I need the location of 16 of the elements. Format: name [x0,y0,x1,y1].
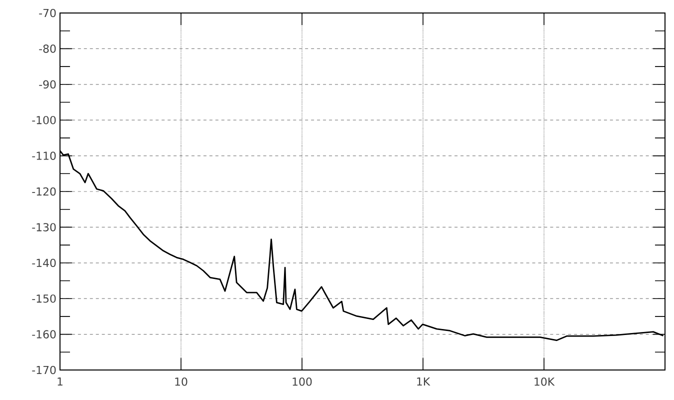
y-tick-label: -120 [32,187,56,196]
y-tick-label: -130 [32,223,56,232]
y-tick-label: -110 [32,152,56,160]
y-tick-label: -170 [32,366,56,374]
x-tick-label: 1K [417,378,430,386]
x-tick-label: 10K [534,378,555,386]
y-tick-label: -150 [32,294,56,303]
x-tick-label: 10 [175,378,188,386]
y-tick-label: -70 [39,8,56,18]
y-tick-label: -100 [32,116,56,124]
y-tick-label: -90 [39,80,56,89]
x-tick-label: 1 [58,378,62,386]
y-tick-label: -80 [39,44,56,53]
y-tick-label: -160 [32,330,56,338]
y-tick-label: -140 [32,258,56,268]
x-tick-label: 100 [292,378,312,386]
